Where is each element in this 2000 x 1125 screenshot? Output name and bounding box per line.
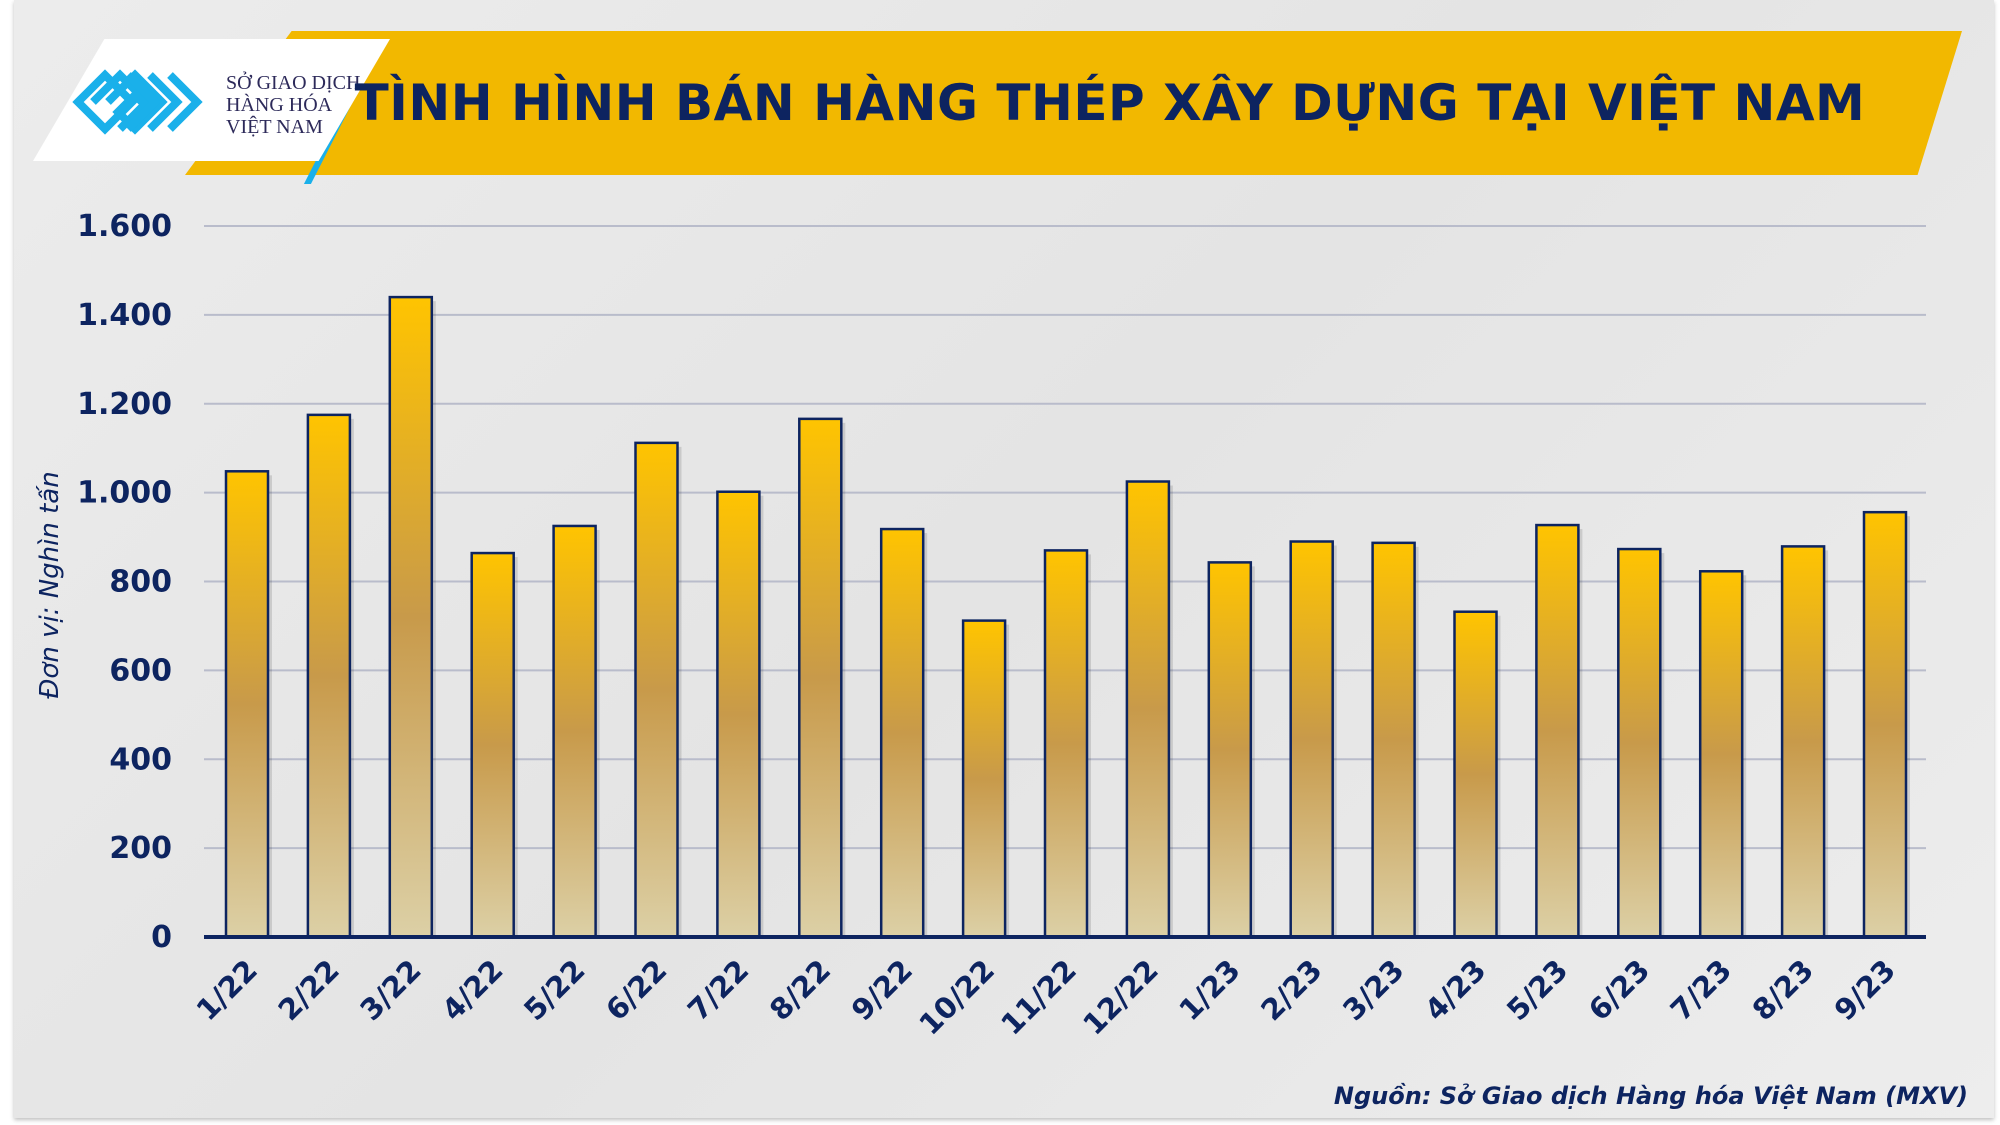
x-tick-label: 5/23 [1500,953,1574,1027]
bar [1207,561,1253,939]
bar [1289,540,1334,939]
x-tick-label: 1/23 [1172,953,1246,1027]
y-tick-label: 800 [109,565,172,600]
bar [306,413,352,939]
x-tick-label: 5/22 [517,953,591,1027]
bar [798,417,843,939]
y-tick-label: 1.600 [77,209,172,244]
source-note: Nguồn: Sở Giao dịch Hàng hóa Việt Nam (M… [1333,1082,1968,1110]
x-tick-label: 2/23 [1254,953,1328,1027]
x-tick-label: 3/22 [353,953,427,1027]
x-tick-label: 4/23 [1418,953,1492,1027]
bar [552,524,597,939]
x-tick-label: 1/22 [190,953,264,1027]
y-tick-label: 1.400 [77,298,172,333]
bar [879,527,925,939]
x-tick-label: 7/22 [681,953,755,1027]
x-tick-label: 10/22 [912,953,1001,1042]
bar [1453,610,1498,939]
y-axis-label: Đơn vị: Nghìn tấn [35,471,65,699]
x-tick-label: 8/22 [763,953,837,1027]
y-tick-label: 200 [109,831,172,866]
bar [1535,523,1580,939]
bar [388,295,434,939]
y-tick-label: 1.000 [77,476,172,511]
chart-title: TÌNH HÌNH BÁN HÀNG THÉP XÂY DỰNG TẠI VIỆ… [354,74,1866,132]
x-tick-label: 9/23 [1828,953,1902,1027]
bar [961,619,1007,939]
logo-line: HÀNG HÓA [226,94,333,116]
y-tick-label: 1.200 [77,387,172,422]
logo-line: SỞ GIAO DỊCH [226,72,361,94]
y-tick-label: 600 [109,653,172,688]
bar [634,441,679,939]
logo-text: SỞ GIAO DỊCH HÀNG HÓA VIỆT NAM [226,72,360,138]
bar [1780,545,1826,939]
bar [224,470,270,939]
x-tick-label: 8/23 [1746,953,1820,1027]
y-tick-label: 400 [109,742,172,777]
title-banner [185,31,1962,175]
x-tick-label: 2/22 [272,953,346,1027]
logo-line: VIỆT NAM [226,116,323,138]
bar [1617,547,1662,939]
y-tick-label: 0 [151,920,172,955]
bar [1043,549,1089,939]
x-tick-label: 3/23 [1336,953,1410,1027]
bar [470,551,515,939]
x-tick-label: 12/22 [1076,953,1165,1042]
bar [1698,570,1744,939]
bar [1371,541,1416,939]
x-tick-label: 9/22 [845,953,919,1027]
bar [1125,480,1171,939]
x-tick-label: 7/23 [1664,953,1738,1027]
x-tick-label: 6/23 [1582,953,1656,1027]
x-tick-label: 4/22 [435,953,509,1027]
bar [1862,510,1908,939]
x-tick-label: 11/22 [994,953,1083,1042]
bar [716,490,761,939]
x-tick-label: 6/22 [599,953,673,1027]
